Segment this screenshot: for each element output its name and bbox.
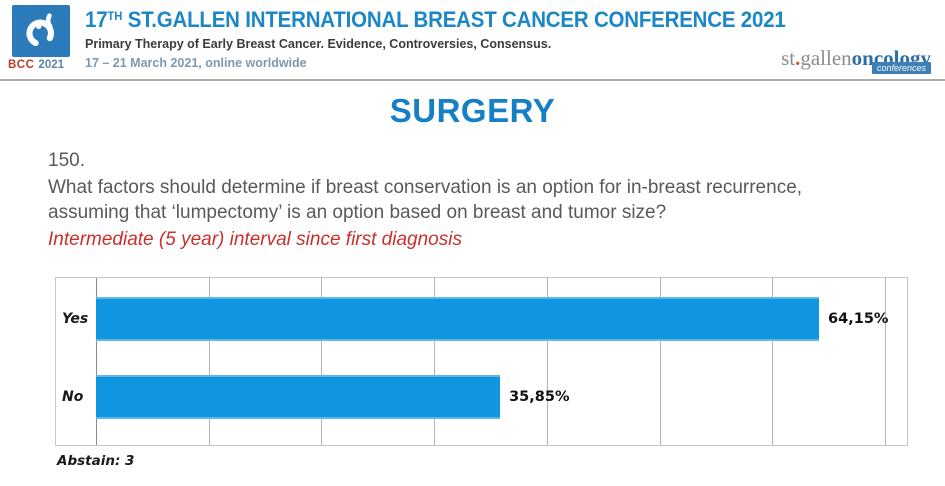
gridline [546, 278, 548, 445]
conference-dates: 17 – 21 March 2021, online worldwide [85, 56, 307, 70]
conference-title: 17TH ST.GALLEN INTERNATIONAL BREAST CANC… [85, 7, 786, 33]
header-text: 17TH ST.GALLEN INTERNATIONAL BREAST CANC… [85, 7, 838, 70]
gridline [772, 278, 774, 445]
question-text: What factors should determine if breast … [48, 177, 803, 223]
category-label-yes: Yes [62, 311, 89, 327]
question-block: 150. What factors should determine if br… [48, 148, 818, 252]
bcc-logo-caption: BCC 2021 [8, 59, 78, 71]
brand-conferences-badge: conferences [871, 62, 931, 74]
question-highlight: Intermediate (5 year) interval since fir… [48, 229, 462, 250]
bar-yes [96, 297, 820, 341]
gridline [321, 278, 323, 445]
gridline [659, 278, 661, 445]
question-number: 150. [48, 150, 85, 171]
abstain-note: Abstain: 3 [57, 453, 135, 469]
y-axis-line [96, 278, 97, 445]
conference-title-sup: TH [107, 9, 123, 23]
conference-title-prefix: 17 [85, 7, 108, 32]
section-title: SURGERY [389, 92, 556, 129]
stgallen-oncology-logo: st.gallenoncology conferences [781, 46, 931, 74]
gridline [885, 278, 886, 445]
conference-subtitle: Primary Therapy of Early Breast Cancer. … [85, 37, 552, 51]
chart: 64,15% 35,85% Yes No [55, 277, 908, 446]
droplet-icon [26, 13, 55, 48]
bar-no [96, 375, 501, 419]
gridline [208, 278, 210, 445]
value-label-no: 35,85% [509, 389, 570, 405]
value-label-yes: 64,15% [828, 311, 889, 327]
gridline [434, 278, 436, 445]
brand-st: st [781, 46, 796, 70]
bcc-logo-icon [12, 5, 70, 57]
brand-dot: . [795, 46, 801, 70]
bcc-logo: BCC 2021 [8, 5, 78, 71]
plot-area: 64,15% 35,85% [96, 278, 889, 445]
bcc-acronym: BCC [8, 59, 35, 71]
brand-gallen: gallen [800, 46, 852, 70]
conference-title-rest: ST.GALLEN INTERNATIONAL BREAST CANCER CO… [122, 7, 786, 32]
header-divider [0, 79, 945, 81]
category-label-no: No [62, 389, 84, 405]
header: BCC 2021 17TH ST.GALLEN INTERNATIONAL BRE… [0, 0, 945, 81]
bcc-year: 2021 [38, 59, 65, 71]
